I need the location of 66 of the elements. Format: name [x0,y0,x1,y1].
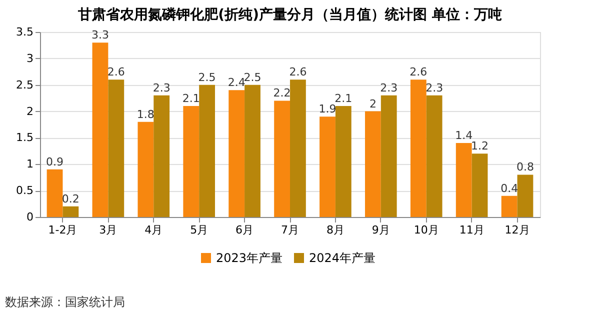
data-label: 1.9 [318,102,336,116]
bar [62,206,79,217]
data-label: 2.5 [244,70,262,84]
bar [183,106,200,217]
data-label: 0.9 [46,155,64,168]
x-tick-label: 6月 [236,224,254,236]
data-label: 3.3 [91,28,109,42]
data-label: 2.1 [334,92,352,105]
data-label: 2.3 [380,81,398,94]
x-tick-label: 1-2月 [48,224,78,236]
legend-label: 2023年产量 [216,251,283,265]
data-label: 1.4 [455,129,473,142]
y-tick-label: 1.5 [16,131,34,144]
data-label: 2.6 [410,66,428,79]
bar [274,100,290,217]
data-label: 2 [369,97,376,110]
x-tick-label: 7月 [281,224,299,236]
y-tick-label: 1 [26,158,34,171]
bar [426,95,442,217]
bar [290,80,306,217]
x-tick-label: 5月 [190,224,208,236]
bar [46,169,63,217]
source-note: 数据来源：国家统计局 [5,295,125,309]
data-label: 0.8 [516,160,534,174]
x-tick-label: 10月 [414,224,439,236]
bar [320,116,336,217]
bar [472,154,488,217]
x-tick-label: 8月 [326,224,344,236]
data-label: 2.1 [182,92,200,105]
data-label: 2.3 [152,81,170,94]
bar [380,95,397,217]
bar [335,106,352,217]
data-label: 1.2 [471,140,489,153]
x-tick-label: 9月 [372,224,390,236]
y-tick-label: 2 [26,104,34,118]
bar [244,84,260,217]
x-tick-label: 4月 [144,224,163,236]
y-tick-label: 0.5 [16,184,34,198]
x-tick-label: 12月 [504,224,530,236]
bar [228,90,245,217]
y-tick-label: 0 [26,210,34,224]
data-label: 0.2 [62,192,80,206]
data-label: 2.5 [198,70,216,84]
data-label: 0.4 [500,182,518,195]
data-label: 2.2 [273,86,291,100]
bar [199,84,215,217]
bar [501,196,518,217]
y-tick-label: 3 [26,52,34,65]
bar [456,143,472,217]
bar [365,111,381,217]
bar [138,122,154,217]
bar [108,80,124,217]
x-tick-label: 11月 [459,224,484,236]
data-label: 2.6 [289,66,307,79]
bar [92,42,108,217]
data-label: 2.3 [426,81,444,94]
legend-label: 2024年产量 [309,251,376,265]
data-label: 2.4 [228,76,246,90]
bar [410,80,426,217]
x-tick-label: 3月 [99,224,118,236]
data-label: 2.6 [107,66,125,79]
y-tick-label: 2.5 [16,78,34,92]
bar [154,95,170,217]
bar [517,174,534,217]
y-tick-label: 3.5 [16,26,34,38]
chart-title: 甘肃省农用氮磷钾化肥(折纯)产量分月（当月值）统计图 单位：万吨 [77,6,502,23]
